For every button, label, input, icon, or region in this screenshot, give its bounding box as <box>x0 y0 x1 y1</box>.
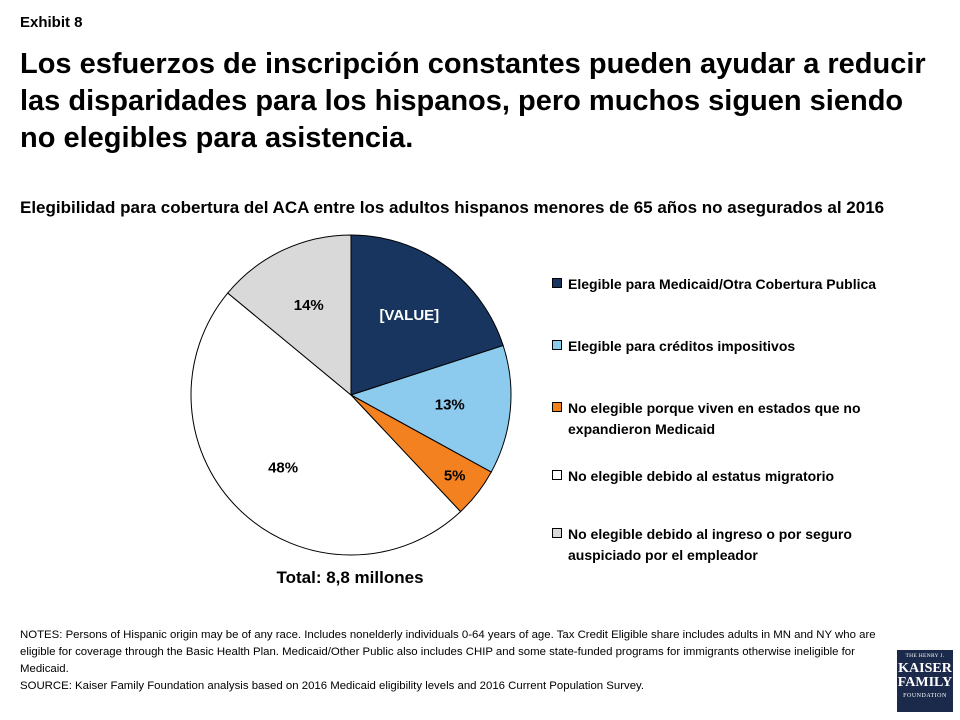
page-title: Los esfuerzos de inscripción constantes … <box>20 48 926 154</box>
pie-slice-5 <box>227 234 352 397</box>
legend-label: No elegible porque viven en estados que … <box>568 400 861 437</box>
legend-label: Elegible para créditos impositivos <box>568 338 796 354</box>
source-text: SOURCE: Kaiser Family Foundation analysi… <box>20 680 645 692</box>
legend-label: Elegible para Medicaid/Otra Cobertura Pu… <box>568 276 877 292</box>
notes-block: NOTES: Persons of Hispanic origin may be… <box>20 627 880 695</box>
pie-slice-label-1: [VALUE] <box>379 307 439 324</box>
legend-swatch <box>552 470 562 480</box>
pie-slice-label-3: 5% <box>444 467 466 484</box>
legend-item-5: No elegible debido al ingreso o por segu… <box>552 524 928 566</box>
pie-slice-2 <box>349 344 512 473</box>
legend-swatch <box>552 528 562 538</box>
pie-slice-4 <box>190 292 462 556</box>
pie-slice-label-5: 14% <box>294 297 324 314</box>
pie-slice-1 <box>350 234 504 396</box>
legend-swatch <box>552 402 562 412</box>
pie-slice-label-4: 48% <box>268 459 298 476</box>
logo-line-1: THE HENRY J. <box>905 653 945 659</box>
legend-label: No elegible debido al ingreso o por segu… <box>568 526 852 563</box>
legend-item-1: Elegible para Medicaid/Otra Cobertura Pu… <box>552 274 928 295</box>
legend-swatch <box>552 340 562 350</box>
pie-slice-label-2: 13% <box>435 396 465 413</box>
legend-label: No elegible debido al estatus migratorio <box>568 468 835 484</box>
logo-line-2: KAISER <box>898 660 952 676</box>
legend-item-4: No elegible debido al estatus migratorio <box>552 466 928 487</box>
legend-item-3: No elegible porque viven en estados que … <box>552 398 928 440</box>
logo-line-3: FAMILY <box>897 674 953 690</box>
notes-text: NOTES: Persons of Hispanic origin may be… <box>20 629 876 675</box>
logo-line-4: FOUNDATION <box>903 692 947 699</box>
chart-total: Total: 8,8 millones <box>276 568 424 587</box>
legend-swatch <box>552 278 562 288</box>
legend-item-2: Elegible para créditos impositivos <box>552 336 928 357</box>
chart-title: Elegibilidad para cobertura del ACA entr… <box>20 198 885 217</box>
kff-logo: THE HENRY J. KAISER FAMILY FOUNDATION <box>897 650 953 712</box>
exhibit-label: Exhibit 8 <box>20 14 83 31</box>
